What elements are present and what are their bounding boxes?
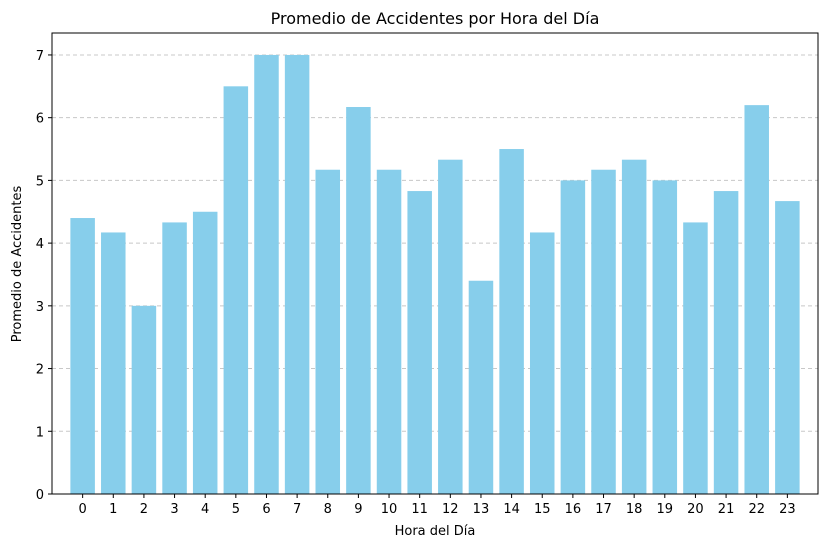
x-tick-label: 17 — [595, 502, 612, 517]
y-tick-label: 3 — [36, 300, 44, 315]
x-tick-label: 0 — [78, 502, 86, 517]
x-tick-label: 10 — [381, 502, 398, 517]
y-tick-label: 5 — [36, 174, 44, 189]
y-tick-label: 6 — [36, 112, 44, 127]
x-tick-label: 6 — [262, 502, 270, 517]
bar-4 — [192, 211, 218, 494]
x-tick-label: 22 — [748, 502, 765, 517]
bar-17 — [591, 169, 616, 494]
x-tick-label: 21 — [718, 502, 735, 517]
bar-1 — [101, 232, 126, 494]
axes — [51, 32, 819, 495]
bar-11 — [407, 191, 432, 495]
x-tick-label: 5 — [232, 502, 240, 517]
x-tick-label: 11 — [411, 502, 428, 517]
bar-8 — [315, 169, 341, 494]
bar-5 — [223, 86, 249, 494]
bar-7 — [284, 54, 310, 494]
bar-23 — [775, 201, 800, 494]
x-tick-label: 20 — [687, 502, 704, 517]
bar-21 — [713, 191, 739, 495]
x-tick-label: 19 — [657, 502, 674, 517]
plot-frame — [51, 32, 819, 495]
tick-labels: 0 1 2 3 4 5 6 7 8 9 10 11 12 13 14 15 16 17 18 19 20 21 22 2301… — [36, 49, 796, 517]
x-tick-label: 7 — [293, 502, 301, 517]
x-tick-label: 13 — [473, 502, 490, 517]
y-tick-label: 4 — [36, 237, 44, 252]
y-tick-label: 1 — [36, 425, 44, 440]
x-tick-label: 1 — [109, 502, 117, 517]
y-axis-title: Promedio de Accidentes — [10, 186, 25, 343]
bar-19 — [652, 180, 678, 494]
x-tick-label: 9 — [354, 502, 362, 517]
bar-2 — [131, 305, 157, 494]
bar-0 — [70, 218, 95, 494]
x-tick-label: 8 — [324, 502, 332, 517]
bar-18 — [621, 159, 647, 494]
x-tick-label: 16 — [565, 502, 582, 517]
x-tick-label: 23 — [779, 502, 796, 517]
x-tick-label: 12 — [442, 502, 459, 517]
y-tick-label: 0 — [36, 488, 44, 503]
bar-9 — [346, 107, 371, 494]
x-tick-label: 2 — [140, 502, 148, 517]
x-tick-label: 3 — [170, 502, 178, 517]
x-axis-title: Hora del Día — [395, 524, 476, 539]
bar-22 — [744, 105, 769, 495]
bar-15 — [529, 232, 555, 494]
y-tick-label: 7 — [36, 49, 44, 64]
bar-16 — [560, 180, 586, 494]
bar-13 — [468, 280, 494, 494]
chart-title: Promedio de Accidentes por Hora del Día — [271, 9, 600, 28]
bar-6 — [254, 54, 279, 494]
bars — [70, 54, 800, 495]
x-tick-label: 18 — [626, 502, 643, 517]
x-tick-label: 14 — [503, 502, 520, 517]
bar-20 — [683, 222, 708, 494]
bar-10 — [376, 169, 402, 494]
bar-12 — [438, 159, 463, 494]
x-tick-label: 4 — [201, 502, 209, 517]
x-tick-label: 15 — [534, 502, 551, 517]
y-tick-label: 2 — [36, 363, 44, 378]
bar-14 — [499, 149, 524, 495]
bar-3 — [162, 222, 187, 494]
